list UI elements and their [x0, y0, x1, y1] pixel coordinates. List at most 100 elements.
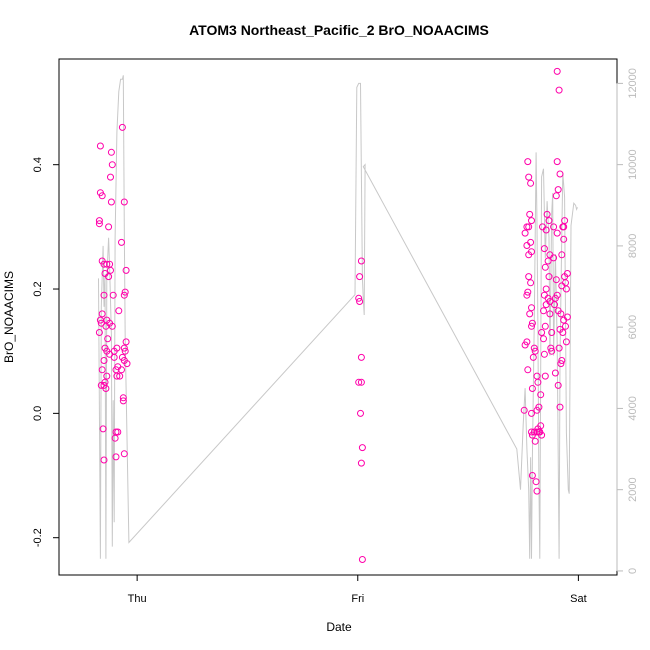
- data-point: [524, 366, 532, 374]
- data-point: [104, 335, 112, 343]
- data-point: [99, 425, 107, 433]
- data-point: [524, 158, 532, 166]
- points-series: [95, 67, 571, 563]
- data-point: [550, 223, 558, 231]
- data-point: [558, 357, 566, 364]
- data-point: [111, 434, 119, 442]
- data-point: [118, 123, 126, 131]
- data-point: [116, 372, 124, 380]
- chart-title: ATOM3 Northeast_Pacific_2 BrO_NOAACIMS: [189, 22, 489, 38]
- y-axis: -0.2 0.0 0.2 0.4: [32, 157, 60, 547]
- data-point: [521, 341, 529, 349]
- data-point: [520, 406, 528, 414]
- data-point: [534, 425, 542, 433]
- data-point: [544, 257, 552, 265]
- data-point: [562, 322, 569, 330]
- data-point: [95, 220, 103, 228]
- data-point: [555, 86, 563, 94]
- data-point: [553, 229, 561, 237]
- data-point: [526, 310, 534, 318]
- data-point: [110, 353, 118, 361]
- data-point: [541, 263, 549, 271]
- data-point: [122, 338, 130, 346]
- y-tick-label: 0.0: [32, 406, 44, 421]
- data-point: [527, 179, 535, 187]
- secondary-line-series: [98, 75, 578, 559]
- data-point: [528, 322, 535, 330]
- x-tick-label: Thu: [128, 593, 147, 605]
- data-point: [552, 276, 560, 284]
- data-point: [100, 291, 108, 299]
- data-point: [537, 391, 545, 399]
- data-point: [551, 301, 558, 309]
- x-tick-label: Fri: [351, 593, 364, 605]
- data-point: [523, 242, 531, 249]
- data-point: [118, 238, 125, 246]
- data-point: [357, 353, 365, 361]
- data-point: [542, 226, 550, 234]
- data-point: [357, 459, 365, 467]
- data-point: [108, 322, 116, 330]
- data-point: [108, 161, 116, 169]
- data-point: [556, 170, 564, 178]
- data-point: [538, 431, 546, 439]
- data-point: [545, 217, 553, 225]
- data-point: [556, 403, 564, 411]
- data-point: [546, 310, 554, 318]
- y-axis-label: BrO_NOAACIMS: [2, 271, 16, 363]
- data-point: [553, 158, 561, 166]
- data-point: [355, 294, 363, 302]
- data-point: [563, 313, 571, 321]
- data-point: [103, 260, 111, 268]
- data-point: [560, 223, 568, 231]
- x-axis: Thu Fri Sat: [128, 574, 587, 605]
- data-point: [98, 310, 106, 318]
- data-point: [103, 372, 111, 380]
- data-point: [527, 279, 535, 287]
- data-point: [98, 192, 106, 200]
- data-point: [107, 198, 115, 206]
- y2-tick-label: 8000: [627, 234, 639, 258]
- data-point: [528, 472, 536, 479]
- data-point: [555, 344, 563, 352]
- data-point: [524, 288, 532, 296]
- data-point: [357, 257, 365, 265]
- data-point: [100, 357, 108, 364]
- data-point: [120, 291, 128, 299]
- data-point: [112, 453, 120, 461]
- data-point: [529, 353, 537, 361]
- data-point: [120, 344, 128, 352]
- data-point: [109, 291, 117, 299]
- x-axis-label: Date: [326, 620, 352, 634]
- y2-tick-label: 0: [627, 568, 639, 574]
- data-point: [533, 406, 541, 414]
- data-point: [355, 378, 363, 386]
- data-point: [357, 378, 365, 386]
- data-point: [525, 223, 533, 231]
- data-point: [121, 288, 129, 296]
- data-point: [540, 335, 547, 343]
- data-point: [562, 285, 570, 293]
- data-point: [525, 251, 533, 259]
- data-point: [541, 322, 549, 330]
- data-point: [548, 347, 556, 355]
- data-point: [96, 142, 104, 150]
- data-point: [562, 338, 570, 346]
- data-point: [523, 291, 531, 299]
- data-point: [113, 344, 121, 352]
- y-tick-label: -0.2: [32, 528, 44, 547]
- data-point: [559, 329, 567, 336]
- data-point: [114, 428, 122, 436]
- data-point: [120, 450, 128, 458]
- data-point: [531, 437, 539, 445]
- data-point: [530, 344, 538, 352]
- data-point: [533, 487, 541, 495]
- data-point: [113, 372, 121, 380]
- data-point: [554, 186, 562, 194]
- data-point: [119, 397, 127, 405]
- data-point: [528, 319, 536, 327]
- data-point: [358, 556, 366, 563]
- y2-tick-label: 4000: [627, 396, 639, 420]
- data-point: [521, 229, 529, 237]
